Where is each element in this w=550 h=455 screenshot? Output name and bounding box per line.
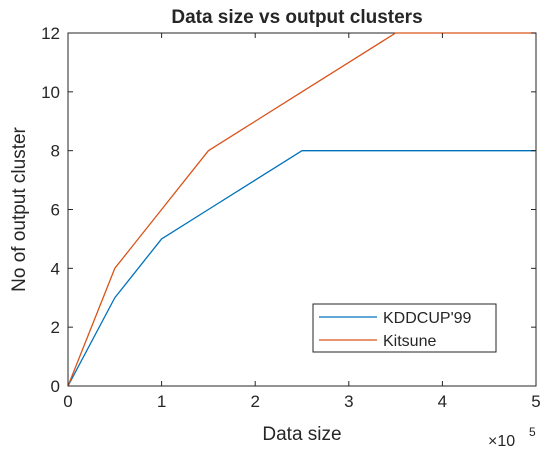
x-axis-ticks: 0 1 2 3 4 5 [63,33,541,411]
x-tick-label: 5 [531,392,540,411]
x-axis-exponent: ×10 5 [488,425,536,450]
x-axis-label: Data size [262,424,341,445]
chart-title: Data size vs output clusters [171,7,422,28]
y-tick-label: 8 [51,142,60,161]
x-tick-label: 0 [63,392,72,411]
legend-label-kitsune: Kitsune [383,333,436,350]
legend-label-kddcup99: KDDCUP'99 [383,310,472,327]
legend: KDDCUP'99 Kitsune [312,303,497,353]
y-tick-label: 12 [41,24,60,43]
y-axis-label: No of output cluster [9,126,30,291]
plot-area [67,32,537,387]
y-tick-label: 2 [51,318,60,337]
y-tick-label: 6 [51,201,60,220]
x-axis-exponent-power: 5 [529,425,536,439]
series-line-kitsune [67,32,536,387]
y-axis-ticks: 0 2 4 6 8 10 12 [41,24,536,396]
x-tick-label: 2 [250,392,259,411]
series-layer [67,32,536,387]
y-tick-label: 4 [51,259,60,278]
y-tick-label: 0 [51,377,60,396]
x-tick-label: 1 [157,392,166,411]
series-line-kddcup99 [67,150,536,387]
x-tick-label: 4 [438,392,447,411]
y-tick-label: 10 [41,83,60,102]
x-tick-label: 3 [344,392,353,411]
legend-box [312,303,497,353]
x-axis-exponent-base: ×10 [488,433,515,450]
